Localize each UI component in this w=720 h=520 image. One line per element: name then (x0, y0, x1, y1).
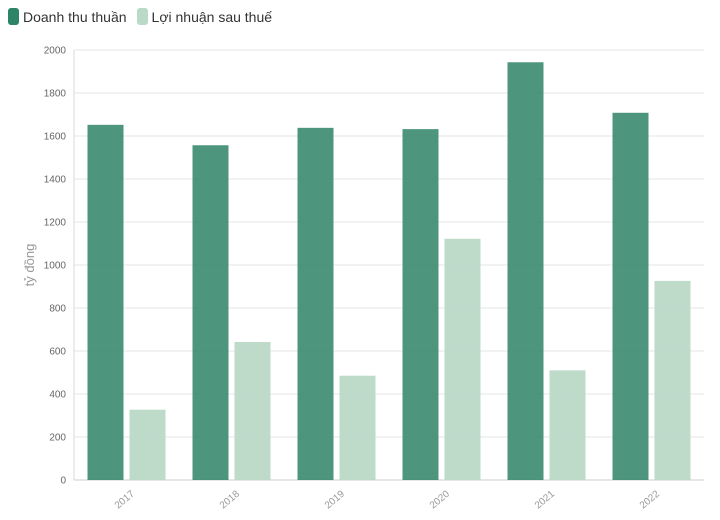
y-tick-label: 1800 (44, 89, 67, 100)
y-axis-label: tỷ đồng (22, 244, 37, 287)
legend-swatch-revenue (8, 8, 19, 25)
y-tick-label: 600 (49, 347, 66, 358)
bar-revenue[interactable] (297, 127, 334, 480)
x-tick-label: 2019 (323, 488, 347, 511)
y-tick-label: 1600 (44, 132, 67, 143)
chart-legend: Doanh thu thuần Lợi nhuận sau thuế (8, 8, 272, 25)
bar-revenue[interactable] (192, 145, 229, 480)
y-tick-label: 200 (49, 433, 66, 444)
legend-item-profit[interactable]: Lợi nhuận sau thuế (136, 8, 273, 25)
legend-swatch-profit (136, 8, 148, 25)
y-tick-label: 1400 (44, 175, 67, 186)
x-tick-label: 2021 (533, 488, 557, 511)
bar-revenue[interactable] (507, 62, 544, 480)
axes (73, 50, 704, 481)
bar-revenue[interactable] (87, 124, 124, 480)
bar-profit[interactable] (444, 238, 481, 480)
bar-profit[interactable] (234, 341, 271, 480)
y-tick-label: 1200 (44, 218, 67, 229)
x-tick-label: 2017 (113, 488, 137, 511)
y-tick-label: 1000 (44, 261, 67, 272)
y-tick-label: 2000 (44, 46, 67, 57)
legend-item-revenue[interactable]: Doanh thu thuần (8, 8, 127, 25)
x-tick-labels: 2017 2018 2019 2020 2021 2022 (113, 488, 662, 511)
y-tick-labels: 0 200 400 600 800 1000 1200 1400 1600 1800 2000 (44, 46, 67, 487)
bars (87, 62, 691, 480)
bar-profit[interactable] (339, 375, 376, 480)
bar-profit[interactable] (654, 280, 691, 480)
bar-profit[interactable] (549, 370, 586, 480)
grid-lines (74, 49, 704, 438)
x-tick-label: 2020 (428, 488, 452, 511)
legend-label-revenue: Doanh thu thuần (23, 8, 127, 25)
y-tick-label: 400 (49, 390, 66, 401)
legend-label-profit: Lợi nhuận sau thuế (151, 8, 273, 25)
y-tick-label: 0 (60, 476, 66, 487)
bar-revenue[interactable] (612, 112, 649, 480)
x-tick-label: 2018 (218, 488, 242, 511)
bar-profit[interactable] (129, 409, 166, 480)
bar-revenue[interactable] (402, 129, 439, 480)
x-tick-label: 2022 (638, 488, 662, 511)
y-tick-label: 800 (49, 304, 66, 315)
